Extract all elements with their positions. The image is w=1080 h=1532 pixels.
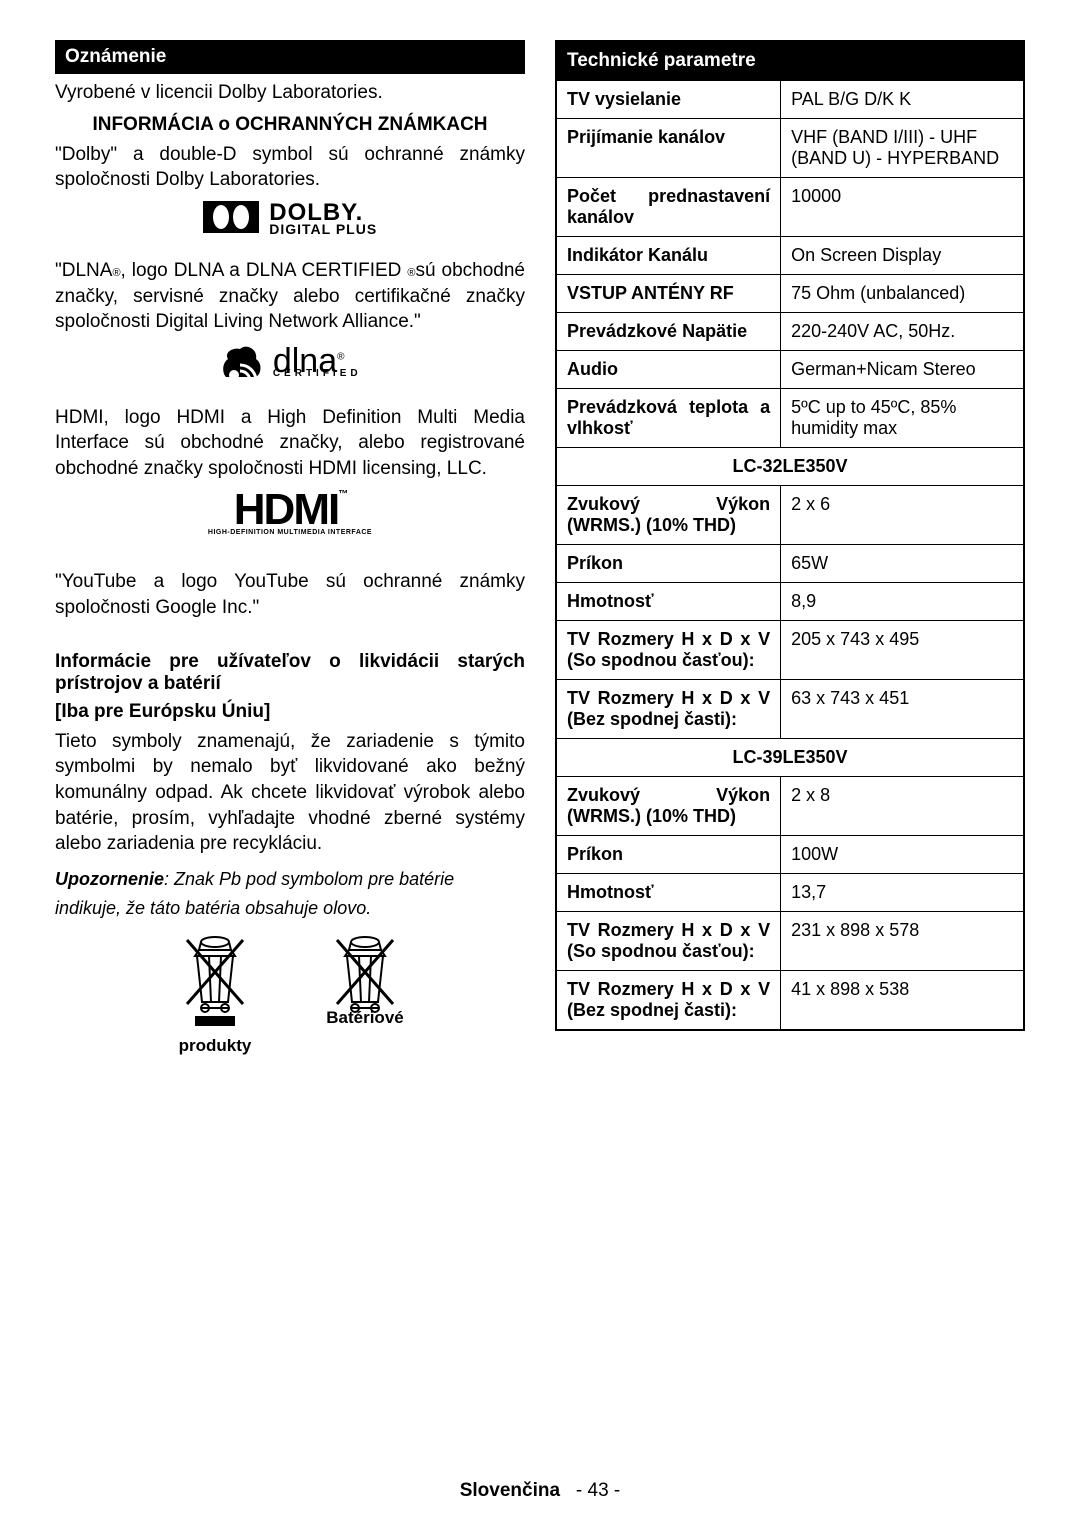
table-row: Prevádzkové Napätie220-240V AC, 50Hz. bbox=[556, 313, 1024, 351]
youtube-trademark-text: "YouTube a logo YouTube sú ochranné znám… bbox=[55, 569, 525, 620]
dolby-logo-text2: DIGITAL PLUS bbox=[269, 224, 377, 236]
recycling-icons: produkty Batériové bbox=[55, 932, 525, 1056]
trademark-info-heading: INFORMÁCIA o OCHRANNÝCH ZNÁMKACH bbox=[55, 114, 525, 136]
table-row: TV Rozmery H x D x V (So spodnou časťou)… bbox=[556, 912, 1024, 971]
table-row: TV Rozmery H x D x V (Bez spodnej časti)… bbox=[556, 680, 1024, 739]
table-row: Prijímanie kanálovVHF (BAND I/III) - UHF… bbox=[556, 119, 1024, 178]
bin-label-batteries: Batériové bbox=[305, 1008, 425, 1028]
spec-value: PAL B/G D/K K bbox=[781, 81, 1024, 119]
spec-value: 5ºC up to 45ºC, 85% humidity max bbox=[781, 389, 1024, 448]
spec-label: Hmotnosť bbox=[556, 583, 781, 621]
spec-label: VSTUP ANTÉNY RF bbox=[556, 275, 781, 313]
spec-value: German+Nicam Stereo bbox=[781, 351, 1024, 389]
spec-label: Príkon bbox=[556, 836, 781, 874]
dolby-trademark-text: "Dolby" a double-D symbol sú ochranné zn… bbox=[55, 142, 525, 193]
spec-label: Počet prednastavení kanálov bbox=[556, 178, 781, 237]
spec-value: 2 x 8 bbox=[781, 777, 1024, 836]
dolby-logo: DOLBY. DIGITAL PLUS bbox=[55, 201, 525, 238]
footer-page-number: - 43 - bbox=[576, 1480, 620, 1501]
specifications-table: Technické parametre TV vysielaniePAL B/G… bbox=[555, 40, 1025, 1031]
spec-value: 2 x 6 bbox=[781, 486, 1024, 545]
page-footer: Slovenčina - 43 - bbox=[0, 1480, 1080, 1502]
spec-label: Indikátor Kanálu bbox=[556, 237, 781, 275]
table-row: TV vysielaniePAL B/G D/K K bbox=[556, 81, 1024, 119]
dlna-icon bbox=[218, 343, 264, 385]
spec-value: 10000 bbox=[781, 178, 1024, 237]
spec-value: 65W bbox=[781, 545, 1024, 583]
notice-header: Oznámenie bbox=[55, 40, 525, 74]
table-row: TV Rozmery H x D x V (Bez spodnej časti)… bbox=[556, 971, 1024, 1031]
table-row: Zvukový Výkon (WRMS.) (10% THD)2 x 8 bbox=[556, 777, 1024, 836]
footer-language: Slovenčina bbox=[460, 1480, 560, 1501]
dlna-certified-text: CERTIFIED bbox=[273, 371, 362, 377]
spec-label: Zvukový Výkon (WRMS.) (10% THD) bbox=[556, 486, 781, 545]
dlna-logo: dlna® CERTIFIED bbox=[55, 343, 525, 385]
spec-value: 13,7 bbox=[781, 874, 1024, 912]
spec-label: Zvukový Výkon (WRMS.) (10% THD) bbox=[556, 777, 781, 836]
spec-value: 100W bbox=[781, 836, 1024, 874]
dolby-license-text: Vyrobené v licencii Dolby Laboratories. bbox=[55, 80, 525, 106]
spec-label: TV Rozmery H x D x V (So spodnou časťou)… bbox=[556, 621, 781, 680]
table-row: Indikátor KanáluOn Screen Display bbox=[556, 237, 1024, 275]
spec-label: TV Rozmery H x D x V (Bez spodnej časti)… bbox=[556, 680, 781, 739]
spec-value: 231 x 898 x 578 bbox=[781, 912, 1024, 971]
spec-label: Príkon bbox=[556, 545, 781, 583]
spec-label: TV Rozmery H x D x V (So spodnou časťou)… bbox=[556, 912, 781, 971]
bin-icon bbox=[175, 932, 255, 1027]
spec-value: 205 x 743 x 495 bbox=[781, 621, 1024, 680]
table-row: TV Rozmery H x D x V (So spodnou časťou)… bbox=[556, 621, 1024, 680]
model-label-2: LC-39LE350V bbox=[556, 739, 1024, 777]
spec-value: 220-240V AC, 50Hz. bbox=[781, 313, 1024, 351]
hdmi-trademark-text: HDMI, logo HDMI a High Definition Multi … bbox=[55, 405, 525, 482]
hdmi-logo-subtext: HIGH-DEFINITION MULTIMEDIA INTERFACE bbox=[208, 529, 372, 536]
spec-label: Hmotnosť bbox=[556, 874, 781, 912]
table-row: Hmotnosť13,7 bbox=[556, 874, 1024, 912]
eu-only-heading: [Iba pre Európsku Úniu] bbox=[55, 701, 525, 723]
table-row: Zvukový Výkon (WRMS.) (10% THD)2 x 6 bbox=[556, 486, 1024, 545]
bin-label-products: produkty bbox=[155, 1036, 275, 1056]
spec-label: Prevádzková teplota a vlhkosť bbox=[556, 389, 781, 448]
spec-label: TV Rozmery H x D x V (Bez spodnej časti)… bbox=[556, 971, 781, 1031]
right-column: Technické parametre TV vysielaniePAL B/G… bbox=[555, 40, 1025, 1056]
spec-value: 63 x 743 x 451 bbox=[781, 680, 1024, 739]
table-row: VSTUP ANTÉNY RF75 Ohm (unbalanced) bbox=[556, 275, 1024, 313]
table-row: Príkon100W bbox=[556, 836, 1024, 874]
table-row: Počet prednastavení kanálov10000 bbox=[556, 178, 1024, 237]
hdmi-logo-text: HDMI bbox=[234, 485, 338, 534]
table-row: AudioGerman+Nicam Stereo bbox=[556, 351, 1024, 389]
table-row: Prevádzková teplota a vlhkosť5ºC up to 4… bbox=[556, 389, 1024, 448]
spec-value: On Screen Display bbox=[781, 237, 1024, 275]
spec-label: Audio bbox=[556, 351, 781, 389]
model-label-1: LC-32LE350V bbox=[556, 448, 1024, 486]
disposal-info-heading: Informácie pre užívateľov o likvidácii s… bbox=[55, 651, 525, 695]
spec-label: TV vysielanie bbox=[556, 81, 781, 119]
spec-value: 75 Ohm (unbalanced) bbox=[781, 275, 1024, 313]
left-column: Oznámenie Vyrobené v licencii Dolby Labo… bbox=[55, 40, 525, 1056]
spec-header: Technické parametre bbox=[556, 41, 1024, 81]
spec-value: 8,9 bbox=[781, 583, 1024, 621]
spec-label: Prevádzkové Napätie bbox=[556, 313, 781, 351]
hdmi-logo: HDMI™ HIGH-DEFINITION MULTIMEDIA INTERFA… bbox=[55, 490, 525, 540]
dlna-trademark-text: "DLNA®, logo DLNA a DLNA CERTIFIED ®sú o… bbox=[55, 258, 525, 335]
spec-value: VHF (BAND I/III) - UHF (BAND U) - HYPERB… bbox=[781, 119, 1024, 178]
table-row: Hmotnosť8,9 bbox=[556, 583, 1024, 621]
disposal-info-text: Tieto symboly znamenajú, že zariadenie s… bbox=[55, 729, 525, 857]
spec-label: Prijímanie kanálov bbox=[556, 119, 781, 178]
spec-value: 41 x 898 x 538 bbox=[781, 971, 1024, 1031]
table-row: Príkon65W bbox=[556, 545, 1024, 583]
pb-warning-text: Upozornenie: Znak Pb pod symbolom pre ba… bbox=[55, 865, 525, 923]
